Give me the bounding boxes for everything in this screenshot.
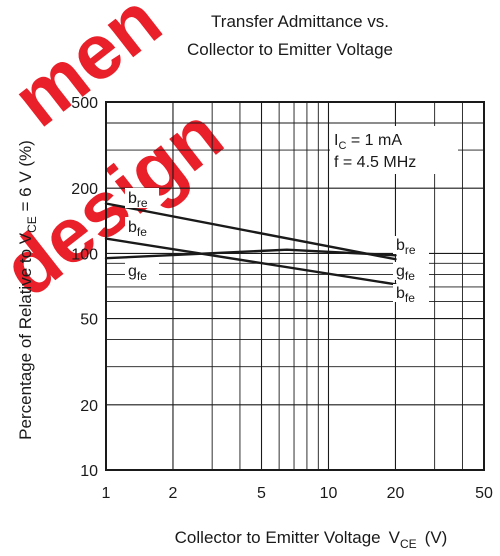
y-tick-label: 200 <box>71 181 98 198</box>
series-label-right-bfe: bfe <box>396 285 415 305</box>
x-tick-label: 50 <box>475 485 493 502</box>
label-bg <box>125 188 159 208</box>
x-tick-label: 2 <box>169 485 178 502</box>
series-label-right-gfe: gfe <box>396 263 415 283</box>
label-bg <box>393 236 429 254</box>
plot-frame <box>105 101 485 471</box>
y-tick-label: 50 <box>80 312 98 329</box>
series-line-gfe <box>104 248 397 260</box>
chart-title-line-1: Transfer Admittance vs. <box>211 12 389 31</box>
annotation-bg <box>330 126 458 174</box>
x-tick-label: 20 <box>387 485 405 502</box>
y-tick-label: 100 <box>71 246 98 263</box>
y-tick-label: 10 <box>80 463 98 480</box>
series-line-bfe <box>104 237 397 286</box>
series-labels-left: bre bfe gfe <box>125 188 159 283</box>
label-bg <box>393 262 429 280</box>
x-tick-label: 1 <box>102 485 111 502</box>
series-lines <box>104 202 397 286</box>
series-line-bre <box>104 202 397 261</box>
y-tick-label: 500 <box>71 95 98 112</box>
series-label-left-bfe: bfe <box>128 219 147 239</box>
y-tick-label: 20 <box>80 398 98 415</box>
x-axis-label: Collector to Emitter Voltage VCE (V) <box>175 528 448 551</box>
x-tick-labels: 1 2 5 10 20 50 <box>102 485 493 502</box>
label-bg <box>393 284 429 302</box>
chart-title-line-2: Collector to Emitter Voltage <box>187 40 393 59</box>
series-label-left-gfe: gfe <box>128 263 147 283</box>
label-bg <box>125 261 159 281</box>
series-label-left-bre: bre <box>128 190 148 210</box>
conditions-annotation: IC = 1 mA f = 4.5 MHz <box>330 126 458 174</box>
series-label-right-bre: bre <box>396 237 416 257</box>
x-tick-label: 5 <box>257 485 266 502</box>
label-bg <box>125 217 159 237</box>
x-tick-label: 10 <box>320 485 338 502</box>
y-tick-labels: 10 20 50 100 200 500 <box>71 95 98 480</box>
annotation-frequency: f = 4.5 MHz <box>334 154 416 171</box>
series-labels-right: bre gfe bfe <box>393 236 429 305</box>
y-axis-label: Percentage of Relative to VCE = 6 V (%) <box>16 140 39 440</box>
annotation-ic: IC = 1 mA <box>334 132 402 152</box>
